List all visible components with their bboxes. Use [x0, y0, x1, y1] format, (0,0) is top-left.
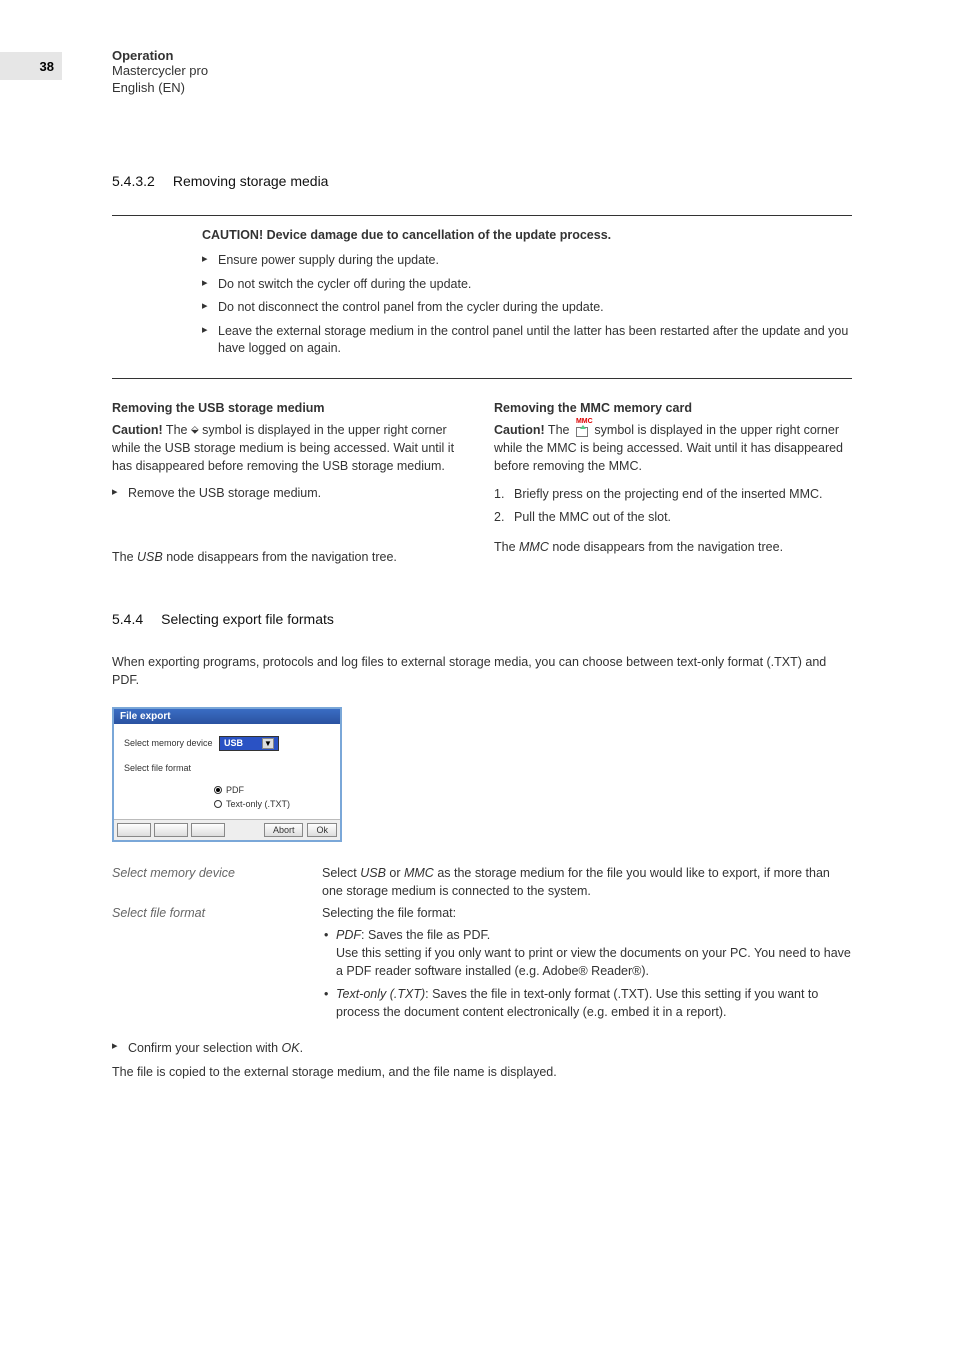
header-title: Operation: [112, 48, 852, 63]
def-term-memory-device: Select memory device: [112, 864, 322, 900]
definitions: Select memory device Select USB or MMC a…: [112, 864, 852, 1025]
caution-box: CAUTION! Device damage due to cancellati…: [112, 215, 852, 379]
radio-pdf[interactable]: PDF: [214, 785, 330, 795]
header-product: Mastercycler pro: [112, 63, 852, 78]
caution-label: Caution!: [494, 423, 545, 437]
def-desc-memory-device: Select USB or MMC as the storage medium …: [322, 864, 852, 900]
final-steps: Confirm your selection with OK.: [112, 1039, 852, 1057]
header-lang: English (EN): [112, 80, 852, 95]
mmc-step-1: 1.Briefly press on the projecting end of…: [494, 485, 852, 503]
dropdown-arrow-icon[interactable]: ▼: [262, 738, 274, 749]
mmc-steps: 1.Briefly press on the projecting end of…: [494, 485, 852, 525]
file-format-label: Select file format: [124, 763, 219, 773]
radio-txt[interactable]: Text-only (.TXT): [214, 799, 330, 809]
mmc-step-2: 2.Pull the MMC out of the slot.: [494, 508, 852, 526]
usb-caution-para: Caution! The ⬙ symbol is displayed in th…: [112, 421, 470, 475]
radio-icon: [214, 800, 222, 808]
mmc-tree-note: The MMC node disappears from the navigat…: [494, 538, 852, 556]
usb-activity-icon: ⬙: [191, 424, 199, 435]
section-number: 5.4.4: [112, 611, 143, 627]
format-pdf: PDF: Saves the file as PDF. Use this set…: [322, 926, 852, 980]
usb-steps: Remove the USB storage medium.: [112, 485, 470, 503]
file-export-dialog: File export Select memory device USB ▼ S…: [112, 707, 342, 842]
mmc-heading: Removing the MMC memory card: [494, 401, 852, 415]
mmc-column: Removing the MMC memory card Caution! Th…: [494, 401, 852, 567]
mmc-caution-para: Caution! The MMC symbol is displayed in …: [494, 421, 852, 476]
section-text: Removing storage media: [173, 173, 329, 189]
page-number: 38: [0, 52, 62, 80]
caution-item: Leave the external storage medium in the…: [202, 323, 852, 358]
memory-device-label: Select memory device: [124, 738, 219, 748]
usb-step: Remove the USB storage medium.: [112, 485, 470, 503]
caution-title: CAUTION! Device damage due to cancellati…: [202, 228, 852, 242]
section-5432-title: 5.4.3.2 Removing storage media: [112, 173, 852, 189]
file-copied-note: The file is copied to the external stora…: [112, 1063, 852, 1081]
format-txt: Text-only (.TXT): Saves the file in text…: [322, 985, 852, 1021]
abort-button[interactable]: Abort: [264, 823, 304, 837]
section-number: 5.4.3.2: [112, 173, 155, 189]
page-header: Operation Mastercycler pro English (EN): [112, 48, 852, 95]
def-term-file-format: Select file format: [112, 904, 322, 1025]
ok-button[interactable]: Ok: [307, 823, 337, 837]
dialog-blank-button[interactable]: [154, 823, 188, 837]
caution-item: Do not disconnect the control panel from…: [202, 299, 852, 317]
section-text: Selecting export file formats: [161, 611, 334, 627]
mmc-activity-icon: MMC: [575, 421, 589, 439]
usb-column: Removing the USB storage medium Caution!…: [112, 401, 470, 567]
usb-heading: Removing the USB storage medium: [112, 401, 470, 415]
section-544-intro: When exporting programs, protocols and l…: [112, 653, 852, 689]
section-544-title: 5.4.4 Selecting export file formats: [112, 611, 852, 627]
caution-item: Ensure power supply during the update.: [202, 252, 852, 270]
caution-label: Caution!: [112, 423, 163, 437]
dialog-blank-button[interactable]: [117, 823, 151, 837]
caution-item: Do not switch the cycler off during the …: [202, 276, 852, 294]
dialog-title: File export: [114, 709, 340, 724]
radio-icon: [214, 786, 222, 794]
memory-device-dropdown[interactable]: USB ▼: [219, 736, 279, 751]
dialog-blank-button[interactable]: [191, 823, 225, 837]
usb-tree-note: The USB node disappears from the navigat…: [112, 548, 470, 566]
confirm-step: Confirm your selection with OK.: [112, 1039, 852, 1057]
def-desc-file-format: Selecting the file format: PDF: Saves th…: [322, 904, 852, 1025]
caution-list: Ensure power supply during the update. D…: [202, 252, 852, 358]
